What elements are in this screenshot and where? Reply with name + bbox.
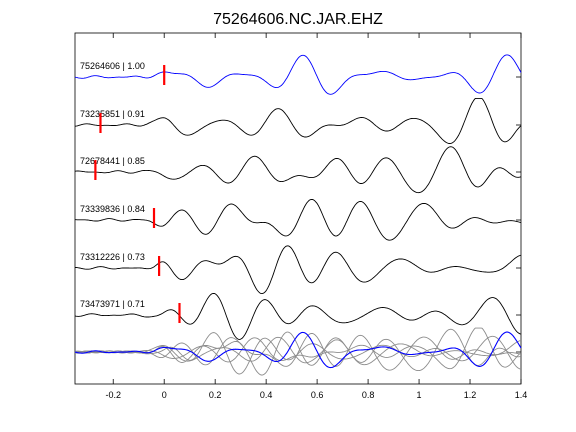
trace-2-label: 73235851 | 0.91	[80, 109, 145, 119]
trace-2-line	[74, 97, 522, 144]
trace-labels: 75264606 | 1.00 73235851 | 0.91 72678441 |…	[80, 61, 145, 309]
x-tick-label-3: 0.4	[260, 390, 273, 400]
trace-3-line	[74, 146, 522, 194]
trace-1-label: 75264606 | 1.00	[80, 61, 145, 71]
x-tick-label-5: 0.8	[362, 390, 375, 400]
trace-5-label: 73312226 | 0.73	[80, 252, 145, 262]
trace-6-label: 73473971 | 0.71	[80, 299, 145, 309]
x-axis-ticks: -0.2 0 0.2 0.4 0.6 0.8 1 1.2 1.4	[105, 33, 527, 400]
x-tick-label-6: 1	[417, 390, 422, 400]
x-tick-label-4: 0.6	[311, 390, 324, 400]
axes-frame	[74, 32, 522, 385]
x-tick-label-0: -0.2	[105, 390, 121, 400]
chart-title: 75264606.NC.JAR.EHZ	[213, 11, 383, 28]
trace-5-line	[75, 245, 522, 295]
overlay-trace-3	[74, 328, 522, 372]
trace-3-label: 72678441 | 0.85	[80, 156, 145, 166]
x-tick-label-7: 1.2	[464, 390, 477, 400]
overlay-primary-trace	[74, 331, 522, 369]
overlay-stack	[74, 327, 522, 376]
trace-1-line	[74, 54, 522, 95]
x-tick-label-8: 1.4	[515, 390, 528, 400]
traces-group	[74, 54, 522, 340]
overlay-trace-6	[74, 332, 522, 375]
plot-area: 75264606 | 1.00 73235851 | 0.91 72678441 |…	[74, 32, 527, 400]
trace-6-line	[74, 292, 522, 340]
right-axis-ticks	[516, 76, 521, 353]
trace-4-line	[75, 198, 522, 241]
x-tick-label-2: 0.2	[209, 390, 222, 400]
x-tick-label-1: 0	[162, 390, 167, 400]
overlay-trace-2	[74, 327, 522, 370]
trace-4-label: 73339836 | 0.84	[80, 204, 145, 214]
pick-markers	[94, 65, 181, 323]
